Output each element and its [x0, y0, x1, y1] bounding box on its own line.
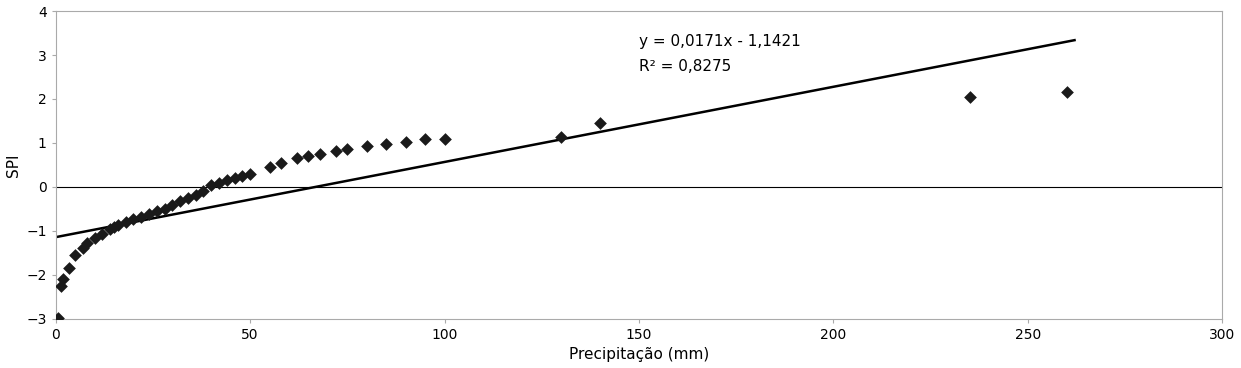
- Point: [170, 198, 190, 204]
- Point: [376, 141, 396, 147]
- Point: [115, 219, 135, 225]
- Point: [591, 120, 611, 126]
- Point: [53, 276, 73, 282]
- Point: [434, 136, 454, 142]
- Point: [1057, 89, 1077, 95]
- Point: [132, 214, 151, 220]
- Point: [84, 234, 104, 240]
- Point: [163, 202, 182, 208]
- Point: [124, 216, 144, 222]
- Point: [287, 155, 307, 161]
- Text: R² = 0,8275: R² = 0,8275: [639, 59, 731, 74]
- Point: [108, 222, 128, 228]
- Point: [194, 188, 213, 194]
- Point: [959, 94, 979, 100]
- Point: [259, 164, 279, 170]
- Point: [217, 177, 237, 183]
- Point: [146, 208, 166, 214]
- Text: y = 0,0171x - 1,1421: y = 0,0171x - 1,1421: [639, 34, 800, 49]
- Point: [47, 315, 67, 321]
- Point: [310, 151, 330, 157]
- Point: [208, 180, 228, 185]
- Point: [186, 192, 206, 198]
- Point: [232, 173, 252, 179]
- Point: [299, 153, 319, 159]
- Point: [357, 143, 377, 149]
- Point: [155, 206, 175, 212]
- Point: [101, 226, 120, 232]
- Point: [396, 139, 416, 145]
- Point: [73, 245, 93, 251]
- Point: [201, 182, 221, 188]
- Point: [60, 265, 79, 271]
- Point: [77, 240, 97, 246]
- Point: [92, 231, 112, 237]
- Point: [104, 224, 124, 230]
- Point: [241, 171, 261, 177]
- Point: [52, 283, 72, 289]
- Point: [66, 252, 86, 258]
- Point: [177, 195, 197, 201]
- Point: [225, 175, 244, 181]
- Y-axis label: SPI: SPI: [5, 153, 21, 177]
- Point: [551, 134, 571, 140]
- Point: [338, 146, 357, 152]
- Point: [416, 136, 436, 142]
- Point: [325, 148, 345, 154]
- Point: [272, 160, 292, 166]
- X-axis label: Precipitação (mm): Precipitação (mm): [568, 347, 709, 362]
- Point: [139, 211, 159, 217]
